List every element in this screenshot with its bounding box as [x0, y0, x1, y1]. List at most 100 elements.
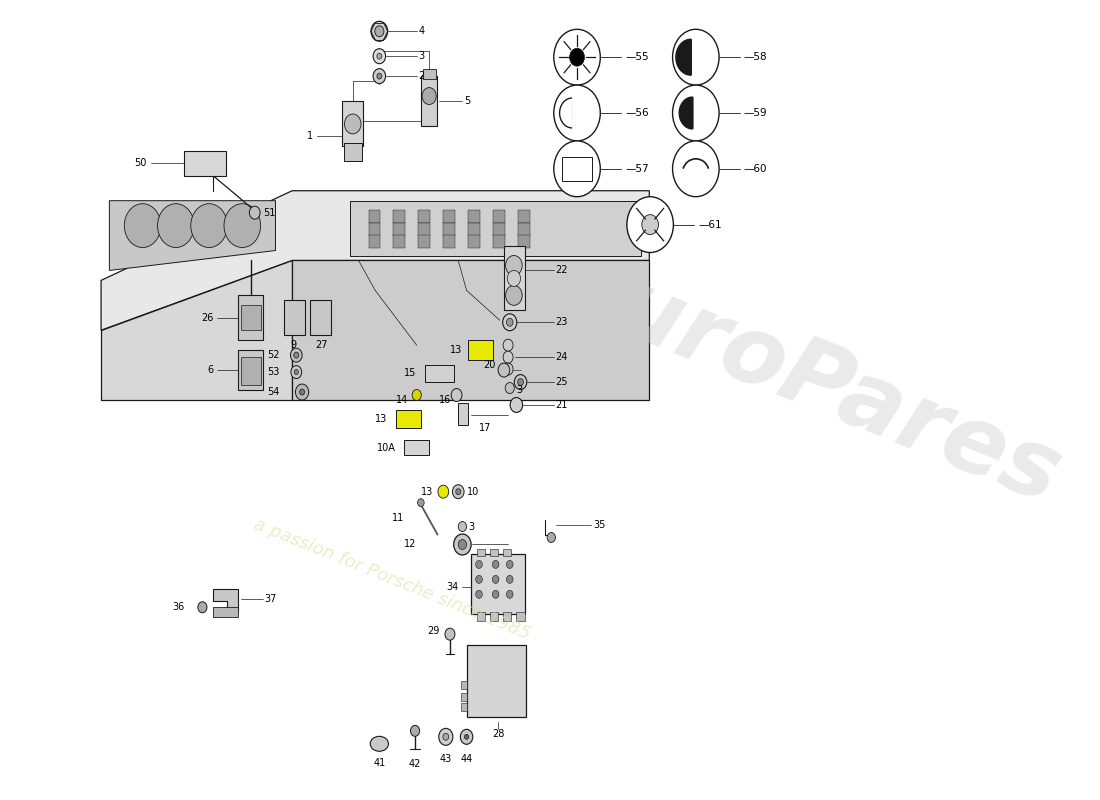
- Circle shape: [464, 734, 469, 739]
- Text: 44: 44: [461, 754, 473, 764]
- Bar: [503, 550, 512, 557]
- Circle shape: [506, 575, 513, 583]
- Text: 13: 13: [375, 414, 387, 424]
- Text: 28: 28: [492, 729, 504, 739]
- Circle shape: [190, 204, 228, 247]
- Circle shape: [570, 48, 584, 66]
- Circle shape: [373, 49, 386, 64]
- Text: 11: 11: [392, 513, 405, 522]
- Circle shape: [503, 351, 513, 363]
- Text: 42: 42: [409, 758, 421, 769]
- Circle shape: [455, 489, 461, 494]
- Text: 23: 23: [556, 318, 568, 327]
- Bar: [394, 210, 405, 222]
- Circle shape: [672, 141, 719, 197]
- Text: a passion for Porsche since 1985: a passion for Porsche since 1985: [251, 515, 532, 643]
- Circle shape: [553, 141, 601, 197]
- Bar: [469, 222, 480, 235]
- Circle shape: [493, 590, 499, 598]
- Bar: [490, 550, 498, 557]
- Circle shape: [453, 534, 471, 555]
- Text: 10: 10: [466, 486, 478, 497]
- Bar: [459, 403, 469, 425]
- Text: 53: 53: [267, 367, 279, 377]
- Circle shape: [460, 730, 473, 744]
- Bar: [461, 703, 468, 711]
- Circle shape: [439, 728, 453, 746]
- Polygon shape: [310, 300, 331, 335]
- Text: 1: 1: [307, 131, 312, 141]
- Text: 26: 26: [201, 314, 213, 323]
- Circle shape: [290, 366, 301, 378]
- Polygon shape: [284, 300, 305, 335]
- Bar: [518, 210, 530, 222]
- Bar: [418, 222, 430, 235]
- Bar: [469, 234, 480, 247]
- Text: 13: 13: [421, 486, 433, 497]
- Circle shape: [506, 590, 513, 598]
- Polygon shape: [213, 590, 238, 611]
- Text: —61: —61: [698, 220, 722, 230]
- Bar: [443, 210, 455, 222]
- Circle shape: [294, 370, 298, 374]
- Circle shape: [506, 286, 522, 306]
- Bar: [443, 222, 455, 235]
- Circle shape: [459, 539, 466, 550]
- Text: 3: 3: [516, 385, 522, 395]
- Circle shape: [250, 206, 260, 219]
- Polygon shape: [679, 97, 693, 129]
- Bar: [461, 693, 468, 701]
- Text: —56: —56: [625, 108, 649, 118]
- Circle shape: [377, 73, 382, 79]
- Text: 37: 37: [265, 594, 277, 604]
- Text: 14: 14: [396, 395, 408, 405]
- Circle shape: [475, 590, 482, 598]
- Circle shape: [475, 561, 482, 569]
- Text: 20: 20: [483, 360, 496, 370]
- Bar: [504, 246, 525, 310]
- Circle shape: [503, 363, 513, 375]
- Circle shape: [503, 339, 513, 351]
- Bar: [213, 607, 238, 618]
- Circle shape: [506, 255, 522, 275]
- Bar: [469, 210, 480, 222]
- Text: 34: 34: [446, 582, 459, 592]
- Bar: [394, 234, 405, 247]
- Circle shape: [422, 87, 437, 105]
- Bar: [241, 357, 261, 385]
- Bar: [241, 306, 261, 330]
- Bar: [418, 234, 430, 247]
- Polygon shape: [350, 201, 641, 255]
- Text: 10A: 10A: [377, 443, 396, 453]
- Bar: [368, 210, 381, 222]
- Polygon shape: [101, 190, 649, 330]
- Text: 13: 13: [450, 345, 462, 355]
- Bar: [516, 612, 525, 622]
- Text: 50: 50: [134, 158, 146, 168]
- Circle shape: [515, 374, 527, 390]
- Bar: [368, 222, 381, 235]
- Ellipse shape: [371, 736, 388, 751]
- Text: —57: —57: [625, 164, 649, 174]
- Circle shape: [443, 734, 449, 740]
- Circle shape: [410, 726, 419, 736]
- Text: 52: 52: [267, 350, 279, 360]
- Bar: [493, 210, 505, 222]
- Circle shape: [641, 214, 659, 234]
- Bar: [443, 234, 455, 247]
- Polygon shape: [238, 350, 263, 390]
- Text: —58: —58: [744, 52, 768, 62]
- Text: 43: 43: [440, 754, 452, 764]
- Circle shape: [510, 398, 522, 413]
- Bar: [418, 210, 430, 222]
- Polygon shape: [405, 440, 429, 455]
- Circle shape: [505, 382, 515, 394]
- Circle shape: [299, 389, 305, 395]
- Bar: [343, 143, 362, 161]
- Circle shape: [493, 561, 499, 569]
- Bar: [518, 234, 530, 247]
- Circle shape: [438, 486, 449, 498]
- Text: 51: 51: [263, 208, 275, 218]
- Bar: [493, 222, 505, 235]
- Circle shape: [672, 30, 719, 85]
